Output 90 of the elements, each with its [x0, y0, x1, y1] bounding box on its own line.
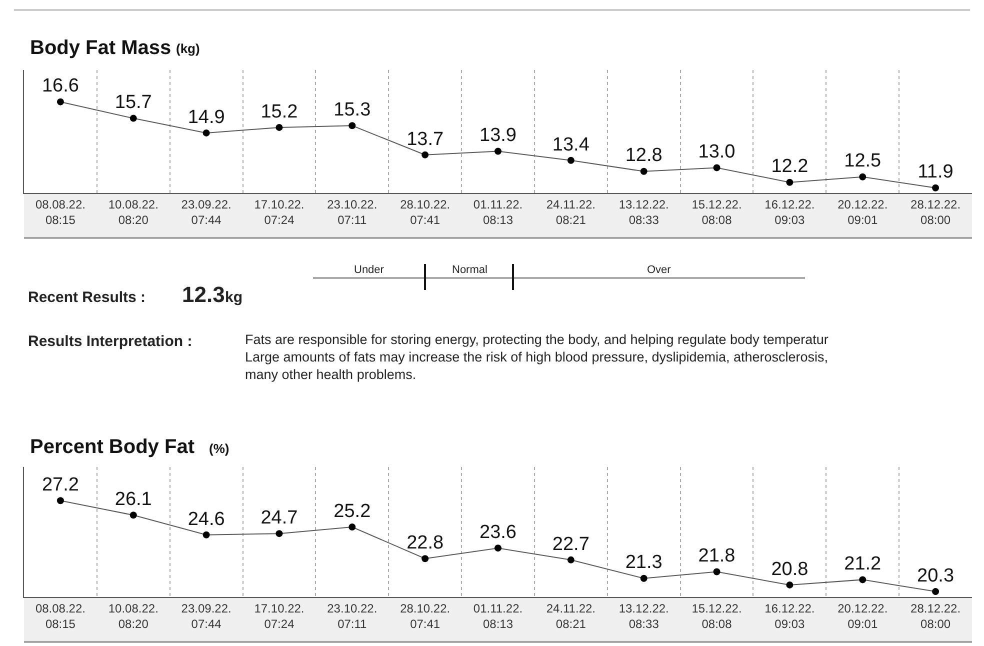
- point: [713, 568, 720, 576]
- x-tick-label: 23.10.22. 07:11: [327, 197, 378, 227]
- x-tick-label: 23.09.22. 07:44: [181, 197, 232, 227]
- x-tick-label: 15.12.22. 08:08: [692, 601, 742, 631]
- x-tick-label: 17.10.22. 07:24: [254, 601, 304, 631]
- point: [932, 184, 940, 192]
- data-label: 11.9: [918, 162, 954, 183]
- x-tick-label: 15.12.22. 08:08: [692, 197, 742, 227]
- text: Results Interpretation :: [28, 333, 192, 350]
- x-tick-label: 28.12.22. 08:00: [910, 197, 961, 227]
- x-tick-label: 20.12.22. 09:01: [838, 197, 888, 227]
- data-label: 15.2: [260, 101, 298, 122]
- point: [202, 129, 210, 136]
- point: [422, 151, 429, 158]
- text: Over: [647, 264, 672, 276]
- point: [494, 544, 502, 552]
- point: [422, 555, 429, 562]
- point: [56, 497, 64, 504]
- data-label: 14.9: [188, 106, 225, 128]
- data-label: 23.6: [480, 522, 516, 543]
- point: [348, 523, 356, 530]
- point: [859, 173, 866, 180]
- text: Fats are responsible for storing energy, protecting the body, and helping regulate body temperatur Large amounts of fats may increase the risk of high blood pressure, dyslipidemia, atherosclerosis, many other health problems.: [245, 332, 829, 382]
- point: [567, 156, 574, 164]
- data-label: 12.8: [625, 145, 662, 166]
- data-label: 21.8: [698, 546, 736, 567]
- data-label: 22.8: [406, 532, 444, 554]
- data-label: 15.7: [114, 92, 152, 114]
- point: [713, 164, 720, 172]
- x-tick-label: 28.10.22. 07:41: [400, 197, 450, 227]
- x-tick-label: 23.10.22. 07:11: [327, 601, 378, 631]
- data-label: 12.2: [771, 156, 808, 178]
- data-label: 20.3: [917, 565, 954, 586]
- x-tick-label: 13.12.22. 08:33: [618, 197, 669, 227]
- text: Under: [354, 264, 384, 276]
- data-label: 13.4: [552, 134, 590, 156]
- point: [130, 114, 137, 122]
- x-tick-label: 24.11.22. 08:21: [546, 601, 596, 631]
- data-label: 24.7: [260, 507, 298, 528]
- point: [494, 148, 502, 155]
- point: [202, 531, 210, 538]
- data-label: 24.6: [188, 508, 225, 530]
- point: [786, 581, 794, 588]
- x-tick-label: 17.10.22. 07:24: [254, 197, 304, 227]
- chart-subtitle: (%): [209, 441, 230, 456]
- point: [567, 556, 574, 564]
- data-label: 25.2: [334, 500, 371, 522]
- point: [640, 574, 648, 582]
- x-tick-label: 20.12.22. 09:01: [838, 601, 888, 631]
- chart-subtitle: (kg): [176, 41, 200, 56]
- x-tick-label: 28.10.22. 07:41: [400, 601, 450, 631]
- text: 12.3: [182, 282, 225, 307]
- x-tick-label: 16.12.22. 09:03: [764, 601, 815, 631]
- text: Normal: [452, 264, 488, 276]
- point: [859, 576, 866, 584]
- point: [276, 124, 283, 131]
- text: Recent Results :: [28, 289, 146, 306]
- x-tick-label: 01.11.22. 08:13: [473, 197, 523, 227]
- data-label: 15.3: [334, 99, 371, 120]
- chart-title: Body Fat Mass: [30, 37, 172, 59]
- data-label: 22.7: [552, 534, 590, 555]
- data-label: 13.7: [406, 128, 444, 150]
- data-label: 27.2: [42, 474, 79, 496]
- x-tick-label: 10.08.22. 08:20: [108, 601, 158, 631]
- data-label: 21.3: [625, 552, 662, 574]
- data-label: 16.6: [42, 76, 79, 97]
- data-label: 20.8: [771, 558, 808, 580]
- data-label: 21.2: [844, 554, 882, 575]
- x-tick-label: 08.08.22. 08:15: [35, 197, 86, 227]
- x-tick-label: 23.09.22. 07:44: [181, 601, 232, 631]
- point: [786, 178, 794, 186]
- point: [56, 98, 64, 106]
- x-tick-label: 08.08.22. 08:15: [35, 601, 86, 631]
- data-label: 12.5: [844, 150, 882, 172]
- data-label: 13.0: [698, 142, 736, 163]
- x-tick-label: 24.11.22. 08:21: [546, 197, 596, 227]
- x-tick-label: 01.11.22. 08:13: [473, 601, 523, 631]
- x-tick-label: 13.12.22. 08:33: [618, 601, 669, 631]
- point: [276, 530, 283, 538]
- x-tick-label: 28.12.22. 08:00: [910, 601, 961, 631]
- data-label: 13.9: [480, 125, 516, 146]
- data-label: 26.1: [114, 489, 152, 510]
- point: [932, 588, 940, 596]
- x-tick-label: 10.08.22. 08:20: [108, 197, 158, 227]
- text: kg: [225, 289, 243, 306]
- x-tick-label: 16.12.22. 09:03: [764, 197, 815, 227]
- chart-title: Percent Body Fat: [30, 436, 195, 458]
- point: [640, 168, 648, 175]
- point: [130, 512, 137, 519]
- point: [348, 122, 356, 130]
